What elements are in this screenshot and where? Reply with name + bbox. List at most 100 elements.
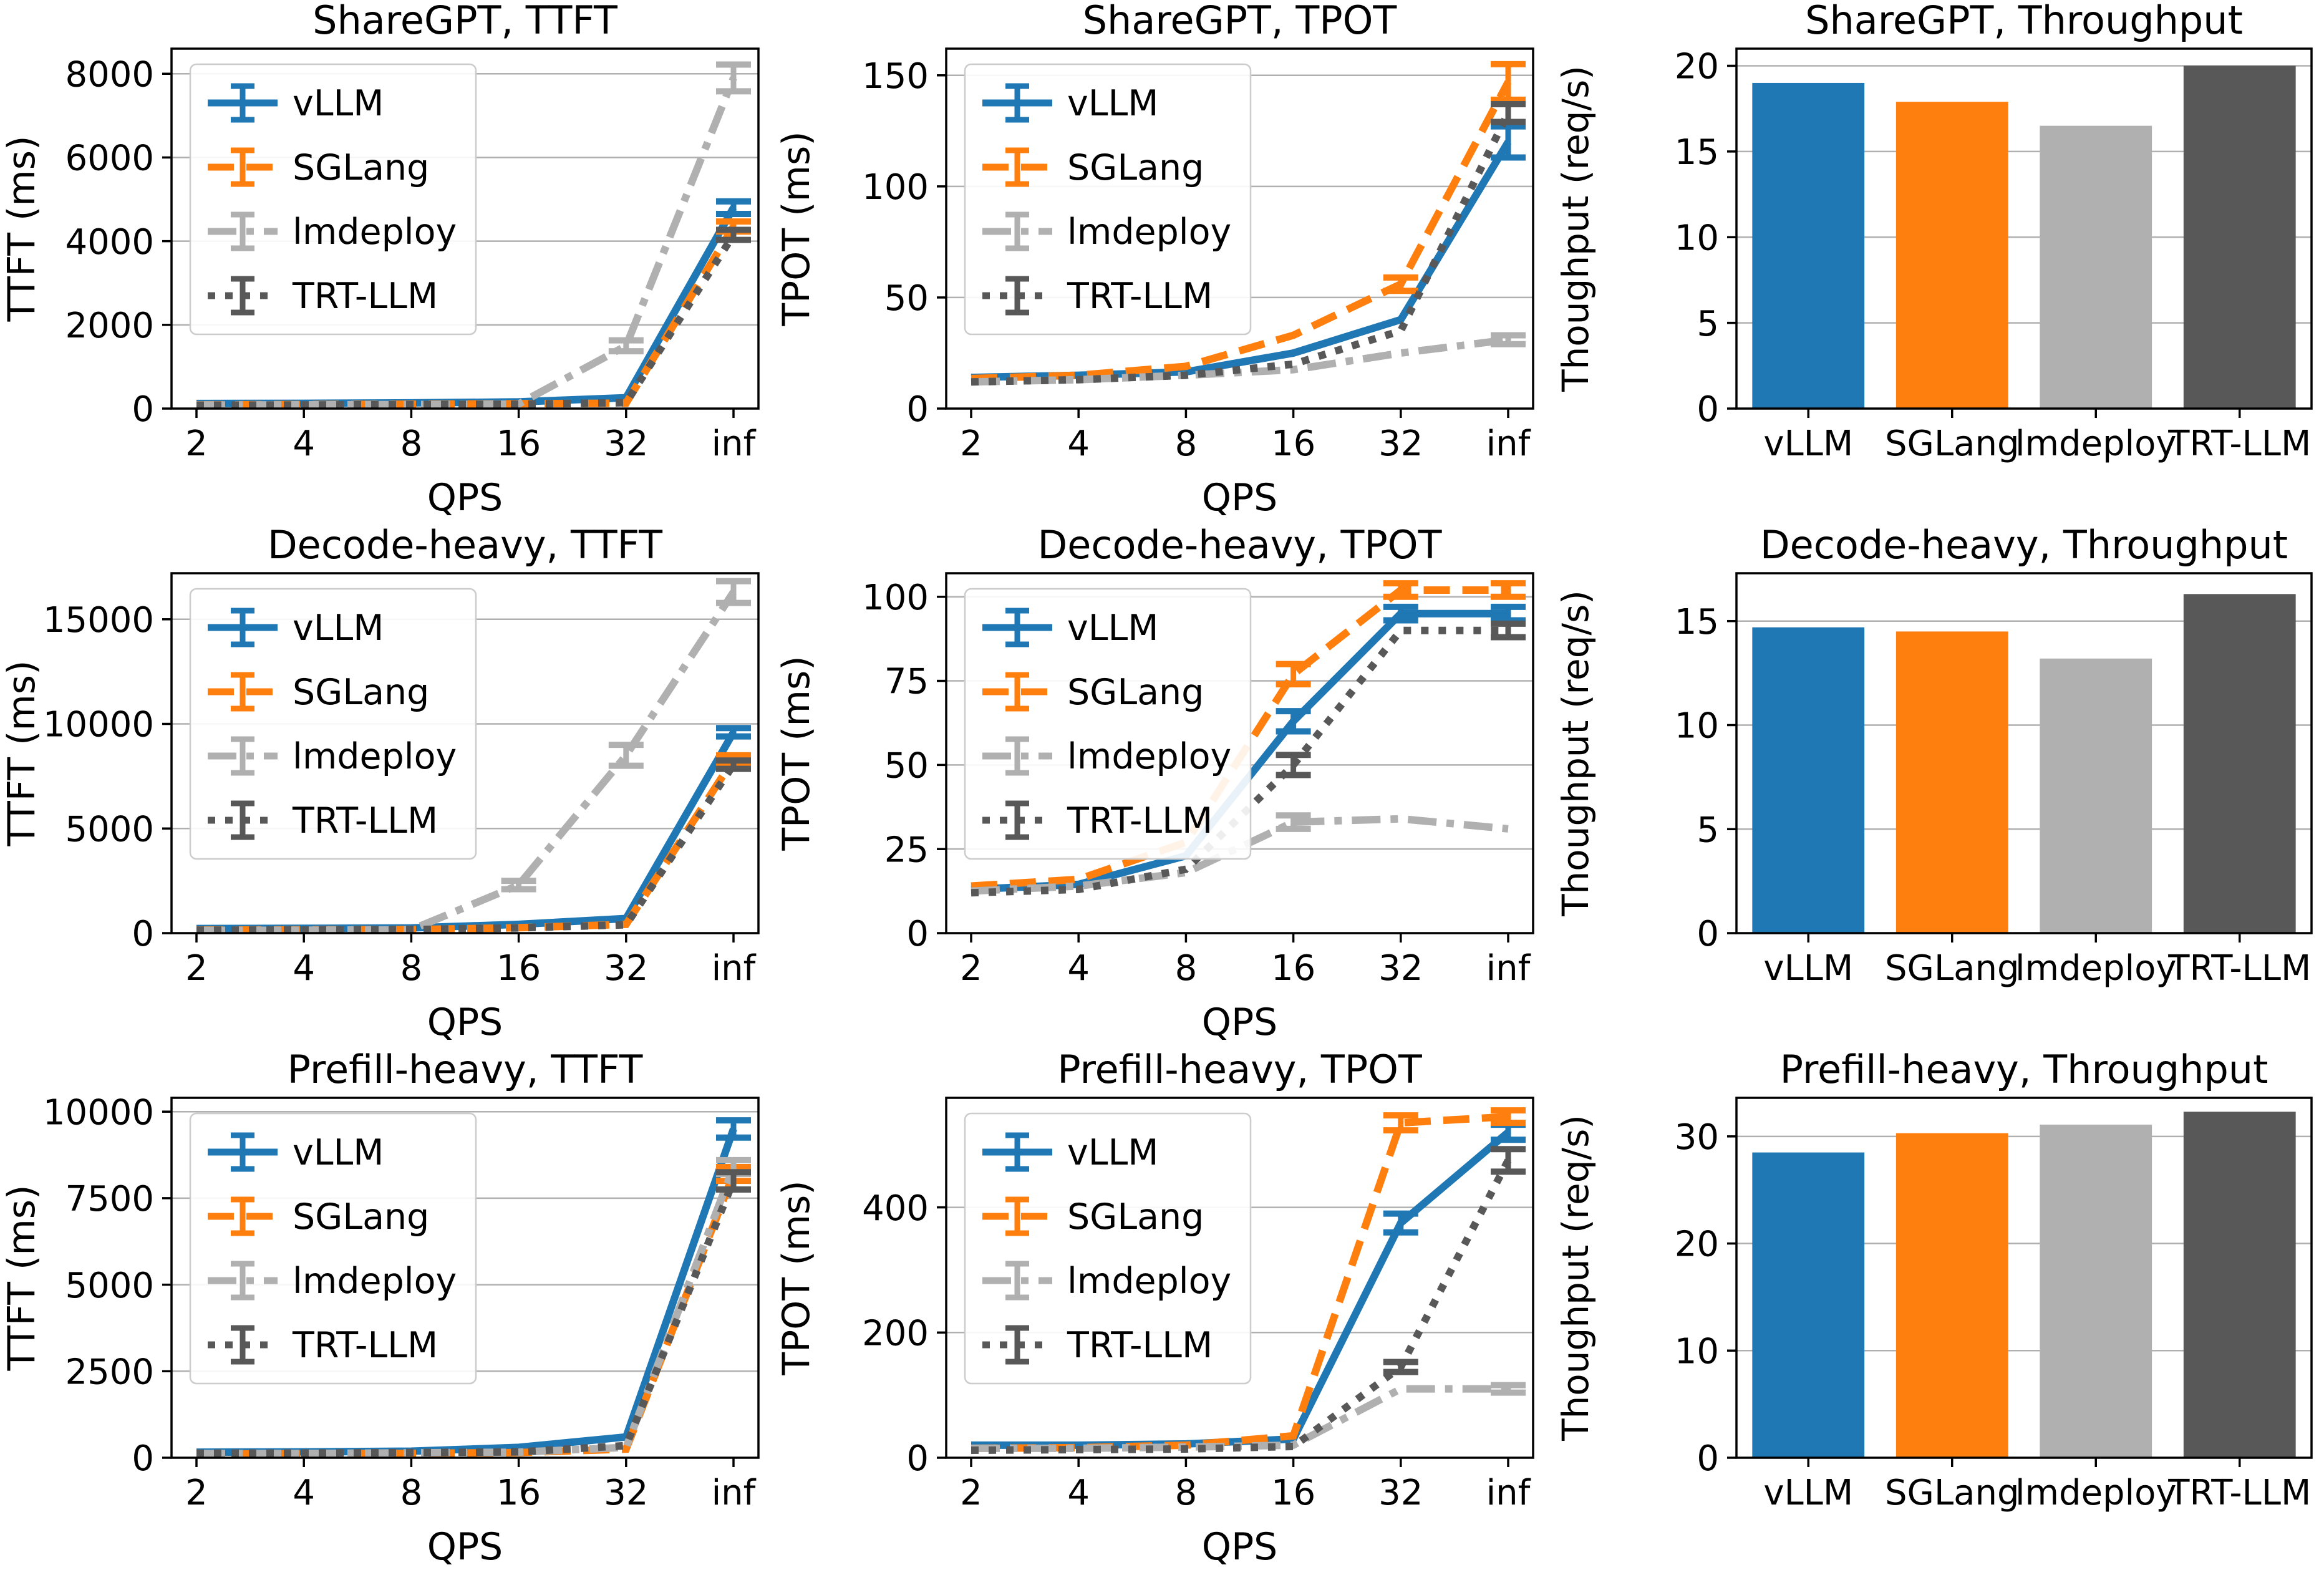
x-tick-label: 8 — [400, 424, 423, 464]
x-tick-label: 8 — [1175, 948, 1198, 989]
x-tick-label: 16 — [496, 424, 541, 464]
legend-label-vLLM: vLLM — [293, 608, 384, 649]
y-tick-label: 0 — [132, 1438, 154, 1479]
x-tick-label: 32 — [604, 424, 648, 464]
chart-prefill-heavy-ttft: Prefill-heavy, TTFT 0 2500 5000 7500 10000 2 4 8… — [0, 1049, 775, 1574]
y-tick-label: 25 — [884, 830, 929, 870]
legend-label-vLLM: vLLM — [1067, 83, 1158, 124]
axes-spines — [170, 572, 760, 934]
series-line-SGLang — [971, 80, 1512, 382]
chart-title: Prefill-heavy, TTFT — [288, 1049, 644, 1092]
legend: vLLM SGLang lmdeploy TRT-LLM — [964, 63, 1252, 336]
bar-SGLang — [1896, 102, 2008, 409]
y-axis-label: TPOT (ms) — [775, 1180, 818, 1375]
series-TRT-LLM — [196, 226, 751, 409]
x-tick-label: vLLM — [1763, 424, 1853, 464]
series-line-TRT-LLM — [971, 111, 1512, 386]
y-tick-label: 200 — [862, 1313, 929, 1354]
bar-lmdeploy — [2040, 1124, 2152, 1458]
axes-spines — [170, 47, 760, 410]
y-tick-label: 15000 — [43, 600, 154, 641]
y-tick-label: 10000 — [43, 705, 154, 745]
x-tick-label: TRT-LLM — [2167, 424, 2311, 464]
legend: vLLM SGLang lmdeploy TRT-LLM — [189, 63, 477, 336]
x-tick-label: 8 — [1175, 1473, 1198, 1513]
y-tick-label: 5 — [1697, 304, 1719, 344]
series-line-lmdeploy — [196, 589, 737, 934]
x-tick-label: 8 — [400, 948, 423, 989]
x-tick-label: 2 — [960, 1473, 982, 1513]
bar-TRT-LLM — [2183, 594, 2296, 933]
x-axis-label: QPS — [1202, 1525, 1278, 1569]
legend-label-TRT-LLM: TRT-LLM — [292, 276, 438, 317]
chart-sharegpt-ttft: ShareGPT, TTFT 0 2000 4000 6000 8000 2 4 8 16 32 in… — [0, 0, 775, 525]
bar-SGLang — [1896, 631, 2008, 933]
legend: vLLM SGLang lmdeploy TRT-LLM — [189, 588, 477, 860]
series-TRT-LLM — [196, 1169, 751, 1457]
y-tick-label: 15 — [1675, 132, 1719, 173]
bar-vLLM — [1752, 1152, 1865, 1458]
x-tick-label: SGLang — [1885, 424, 2020, 464]
x-tick-label: inf — [712, 1473, 757, 1513]
x-tick-label: 2 — [185, 424, 208, 464]
legend-label-SGLang: SGLang — [293, 147, 429, 188]
legend-box — [189, 63, 477, 336]
legend-box — [964, 63, 1252, 336]
x-tick-label: 8 — [1175, 424, 1198, 464]
y-axis-label: TTFT (ms) — [0, 136, 44, 322]
legend-box — [189, 1112, 477, 1385]
legend-label-vLLM: vLLM — [1067, 608, 1158, 649]
y-axis-label: TTFT (ms) — [0, 1185, 44, 1372]
chart-title: Decode-heavy, TTFT — [268, 525, 663, 568]
y-axis-label: Thoughput (req/s) — [1554, 1115, 1597, 1442]
series-SGLang — [971, 61, 1526, 382]
x-tick-label: SGLang — [1885, 1473, 2020, 1513]
legend: vLLM SGLang lmdeploy TRT-LLM — [964, 1112, 1252, 1385]
chart-title: Decode-heavy, TPOT — [1038, 525, 1443, 568]
bar-vLLM — [1752, 627, 1865, 933]
y-tick-label: 5 — [1697, 810, 1719, 850]
y-tick-label: 400 — [862, 1188, 929, 1229]
legend-label-lmdeploy: lmdeploy — [293, 736, 457, 777]
x-tick-label: 16 — [496, 1473, 541, 1513]
legend-label-lmdeploy: lmdeploy — [293, 211, 457, 253]
x-tick-label: inf — [1486, 424, 1531, 464]
x-axis-label: QPS — [1202, 476, 1278, 520]
legend-label-TRT-LLM: TRT-LLM — [1067, 800, 1213, 841]
y-tick-label: 0 — [1697, 1438, 1719, 1479]
x-tick-label: SGLang — [1885, 948, 2020, 989]
legend-label-lmdeploy: lmdeploy — [1067, 211, 1231, 253]
y-tick-label: 100 — [862, 167, 929, 208]
x-axis-label: QPS — [427, 1001, 503, 1044]
chart-decode-heavy-tpot: Decode-heavy, TPOT 0 25 50 75 100 2 4 8 16 32 inf QP… — [775, 525, 1549, 1049]
bar-TRT-LLM — [2183, 1112, 2296, 1458]
bar-SGLang — [1896, 1133, 2008, 1458]
bar-lmdeploy — [2040, 658, 2152, 933]
x-tick-label: 4 — [1067, 424, 1090, 464]
x-tick-label: 4 — [293, 948, 315, 989]
legend-label-SGLang: SGLang — [293, 672, 429, 713]
axes-spines — [170, 1097, 760, 1459]
x-axis-label: QPS — [427, 476, 503, 520]
x-tick-label: lmdeploy — [2015, 1473, 2177, 1513]
x-tick-label: inf — [712, 424, 757, 464]
y-tick-label: 150 — [862, 56, 929, 97]
y-tick-label: 5000 — [65, 1266, 154, 1306]
series-TRT-LLM — [971, 1146, 1526, 1454]
series-line-TRT-LLM — [196, 233, 737, 409]
legend-label-TRT-LLM: TRT-LLM — [292, 800, 438, 841]
legend-label-vLLM: vLLM — [293, 83, 384, 124]
y-tick-label: 8000 — [65, 54, 154, 95]
chart-title: Prefill-heavy, Throughput — [1780, 1049, 2268, 1092]
x-tick-label: lmdeploy — [2015, 424, 2177, 464]
y-tick-label: 15 — [1675, 602, 1719, 642]
x-tick-label: inf — [1486, 1473, 1531, 1513]
bar-lmdeploy — [2040, 125, 2152, 409]
x-tick-label: 4 — [1067, 1473, 1090, 1513]
axes-spines — [945, 572, 1534, 934]
series-line-TRT-LLM — [196, 1179, 737, 1457]
chart-sharegpt-throughput: ShareGPT, Throughput 0 5 10 15 20 vLLM SGLanglm… — [1549, 0, 2324, 525]
series-line-TRT-LLM — [971, 626, 1508, 897]
y-tick-label: 0 — [132, 389, 154, 430]
series-TRT-LLM — [971, 620, 1526, 897]
